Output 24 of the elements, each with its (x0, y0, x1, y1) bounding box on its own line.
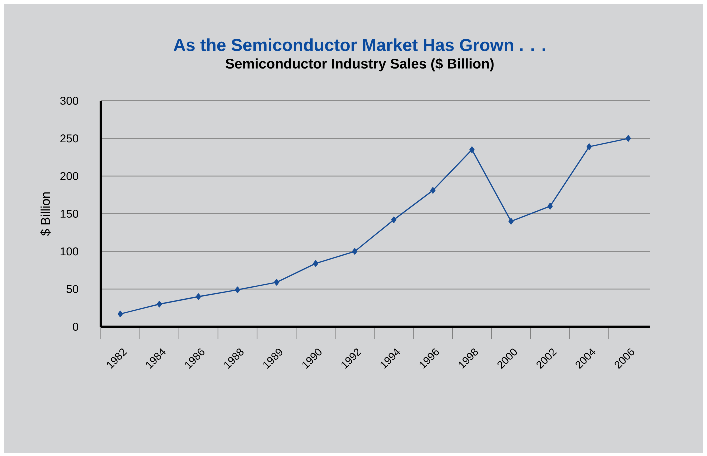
point (157, 301, 162, 308)
y-tick-label: 300 (60, 96, 79, 105)
point (586, 144, 592, 150)
point (391, 216, 397, 224)
y-tick-label: 250 (60, 134, 79, 143)
point (626, 135, 632, 142)
point (470, 146, 475, 154)
y-tick-label: 50 (66, 285, 79, 294)
point (313, 260, 319, 267)
point (548, 203, 553, 210)
point (118, 310, 124, 318)
y-tick-label: 200 (60, 172, 79, 180)
chart-subtitle: Semiconductor Industry Sales ($ Billion) (226, 58, 494, 72)
point (508, 218, 514, 225)
point (235, 286, 240, 294)
y-tick-label: 100 (60, 248, 79, 256)
point (274, 279, 280, 286)
point (196, 294, 202, 300)
y-tick-label: 150 (60, 210, 79, 218)
point (352, 248, 358, 255)
y-tick-label: 0 (73, 322, 79, 331)
chart-title: As the Semiconductor Market Has Grown . . . (174, 38, 546, 52)
y-axis-title: $ Billion (40, 192, 51, 236)
point (430, 187, 436, 194)
